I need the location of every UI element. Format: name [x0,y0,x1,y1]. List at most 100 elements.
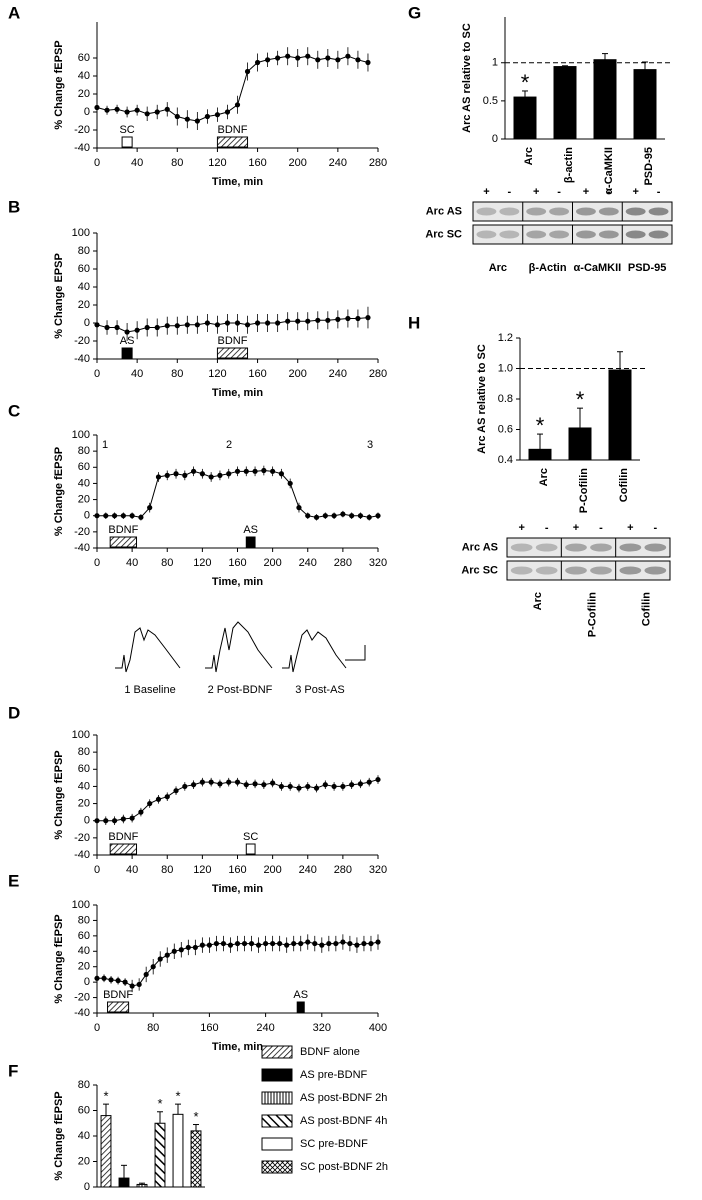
blot-band [575,230,596,239]
data-point [270,940,276,947]
y-axis-label: % Change EPSP [53,253,65,339]
x-tick-label: 0 [94,1022,100,1034]
x-tick-label: 0 [94,864,100,876]
x-axis-label: Time, min [212,387,263,399]
data-point [111,818,118,824]
blot-sign: + [583,186,589,198]
blot-band [499,230,520,239]
data-point [354,942,360,948]
blot-sign: - [557,186,561,198]
data-point [111,513,118,519]
data-point [144,111,150,117]
blot-band [648,230,669,239]
data-point [185,944,191,951]
data-point [182,783,188,790]
blot-band [619,543,642,552]
event-box [109,843,138,855]
trace-label: 3 Post-AS [295,684,345,696]
x-axis-label: Time, min [212,1041,263,1053]
data-point [261,467,267,474]
y-tick-label: 0.5 [483,95,498,107]
data-point [278,783,285,790]
data-point [108,977,114,983]
data-point [94,975,100,981]
data-point [315,57,321,63]
blot-band [565,543,587,552]
data-point [234,779,241,785]
data-point [340,939,346,945]
data-point [313,514,320,520]
data-point [244,322,251,328]
x-tick-label: 80 [171,157,183,169]
data-point [115,978,121,984]
blot-row-label: Arc AS [426,205,462,217]
data-point [284,942,290,948]
data-point [335,316,341,322]
x-tick-label: 40 [126,557,138,569]
bar [528,448,552,461]
event-label: BDNF [218,335,248,347]
data-point [114,324,120,331]
panel-letter: H [408,313,420,332]
blot-row-label: Arc SC [461,564,498,576]
significance-marker: * [103,1089,108,1104]
blot-sign: - [653,522,657,534]
y-tick-label: -20 [74,335,90,347]
significance-marker: * [157,1096,162,1111]
data-point [234,468,241,474]
data-point [234,320,241,326]
data-point [174,113,180,120]
y-axis-label: % Change fEPSP [53,1091,65,1180]
blot-row-label: Arc AS [462,541,498,553]
legend-swatch [261,1091,293,1105]
panel-letter: E [8,871,19,890]
data-point [295,55,301,61]
event-label: AS [293,989,308,1001]
data-point [120,513,126,519]
event-box [216,136,249,148]
y-tick-label: -20 [74,526,90,538]
y-tick-label: 80 [78,245,90,257]
significance-marker: * [521,70,530,95]
data-point [322,782,328,788]
legend-swatch [261,1114,293,1128]
y-tick-label: 0.8 [498,393,513,405]
data-point [366,514,372,520]
data-point [270,780,276,786]
panel-letter: G [408,3,421,22]
data-point [174,323,180,329]
event-box [121,136,133,148]
blot-column-label: P-Cofilin [586,592,598,637]
x-tick-label: 200 [263,864,281,876]
y-tick-label: -20 [74,832,90,844]
data-point [217,781,223,787]
legend-label: BDNF alone [300,1046,360,1058]
x-axis-label: Time, min [212,176,263,188]
event-box [245,843,256,855]
data-point [349,513,355,519]
x-tick-label: 160 [200,1022,218,1034]
data-point [365,59,371,66]
data-point [355,315,361,322]
y-tick-label: 0.6 [498,423,513,435]
phase-label: 1 [102,439,108,451]
x-tick-label: 80 [147,1022,159,1034]
data-point [190,468,197,474]
legend-swatch [261,1045,293,1059]
data-point [224,320,231,326]
data-point [204,113,210,120]
event-box [121,347,133,359]
data-point [345,53,351,59]
legend-label: SC pre-BDNF [300,1138,368,1150]
x-tick-label: 240 [299,557,317,569]
y-tick-label: 40 [78,70,90,82]
y-tick-label: 0 [84,1181,90,1193]
data-point [164,472,170,478]
data-point [129,815,135,821]
data-point [164,952,170,958]
data-point [296,505,302,511]
significance-marker: * [536,413,545,438]
blot-band [510,543,533,552]
x-tick-label: 240 [256,1022,274,1034]
